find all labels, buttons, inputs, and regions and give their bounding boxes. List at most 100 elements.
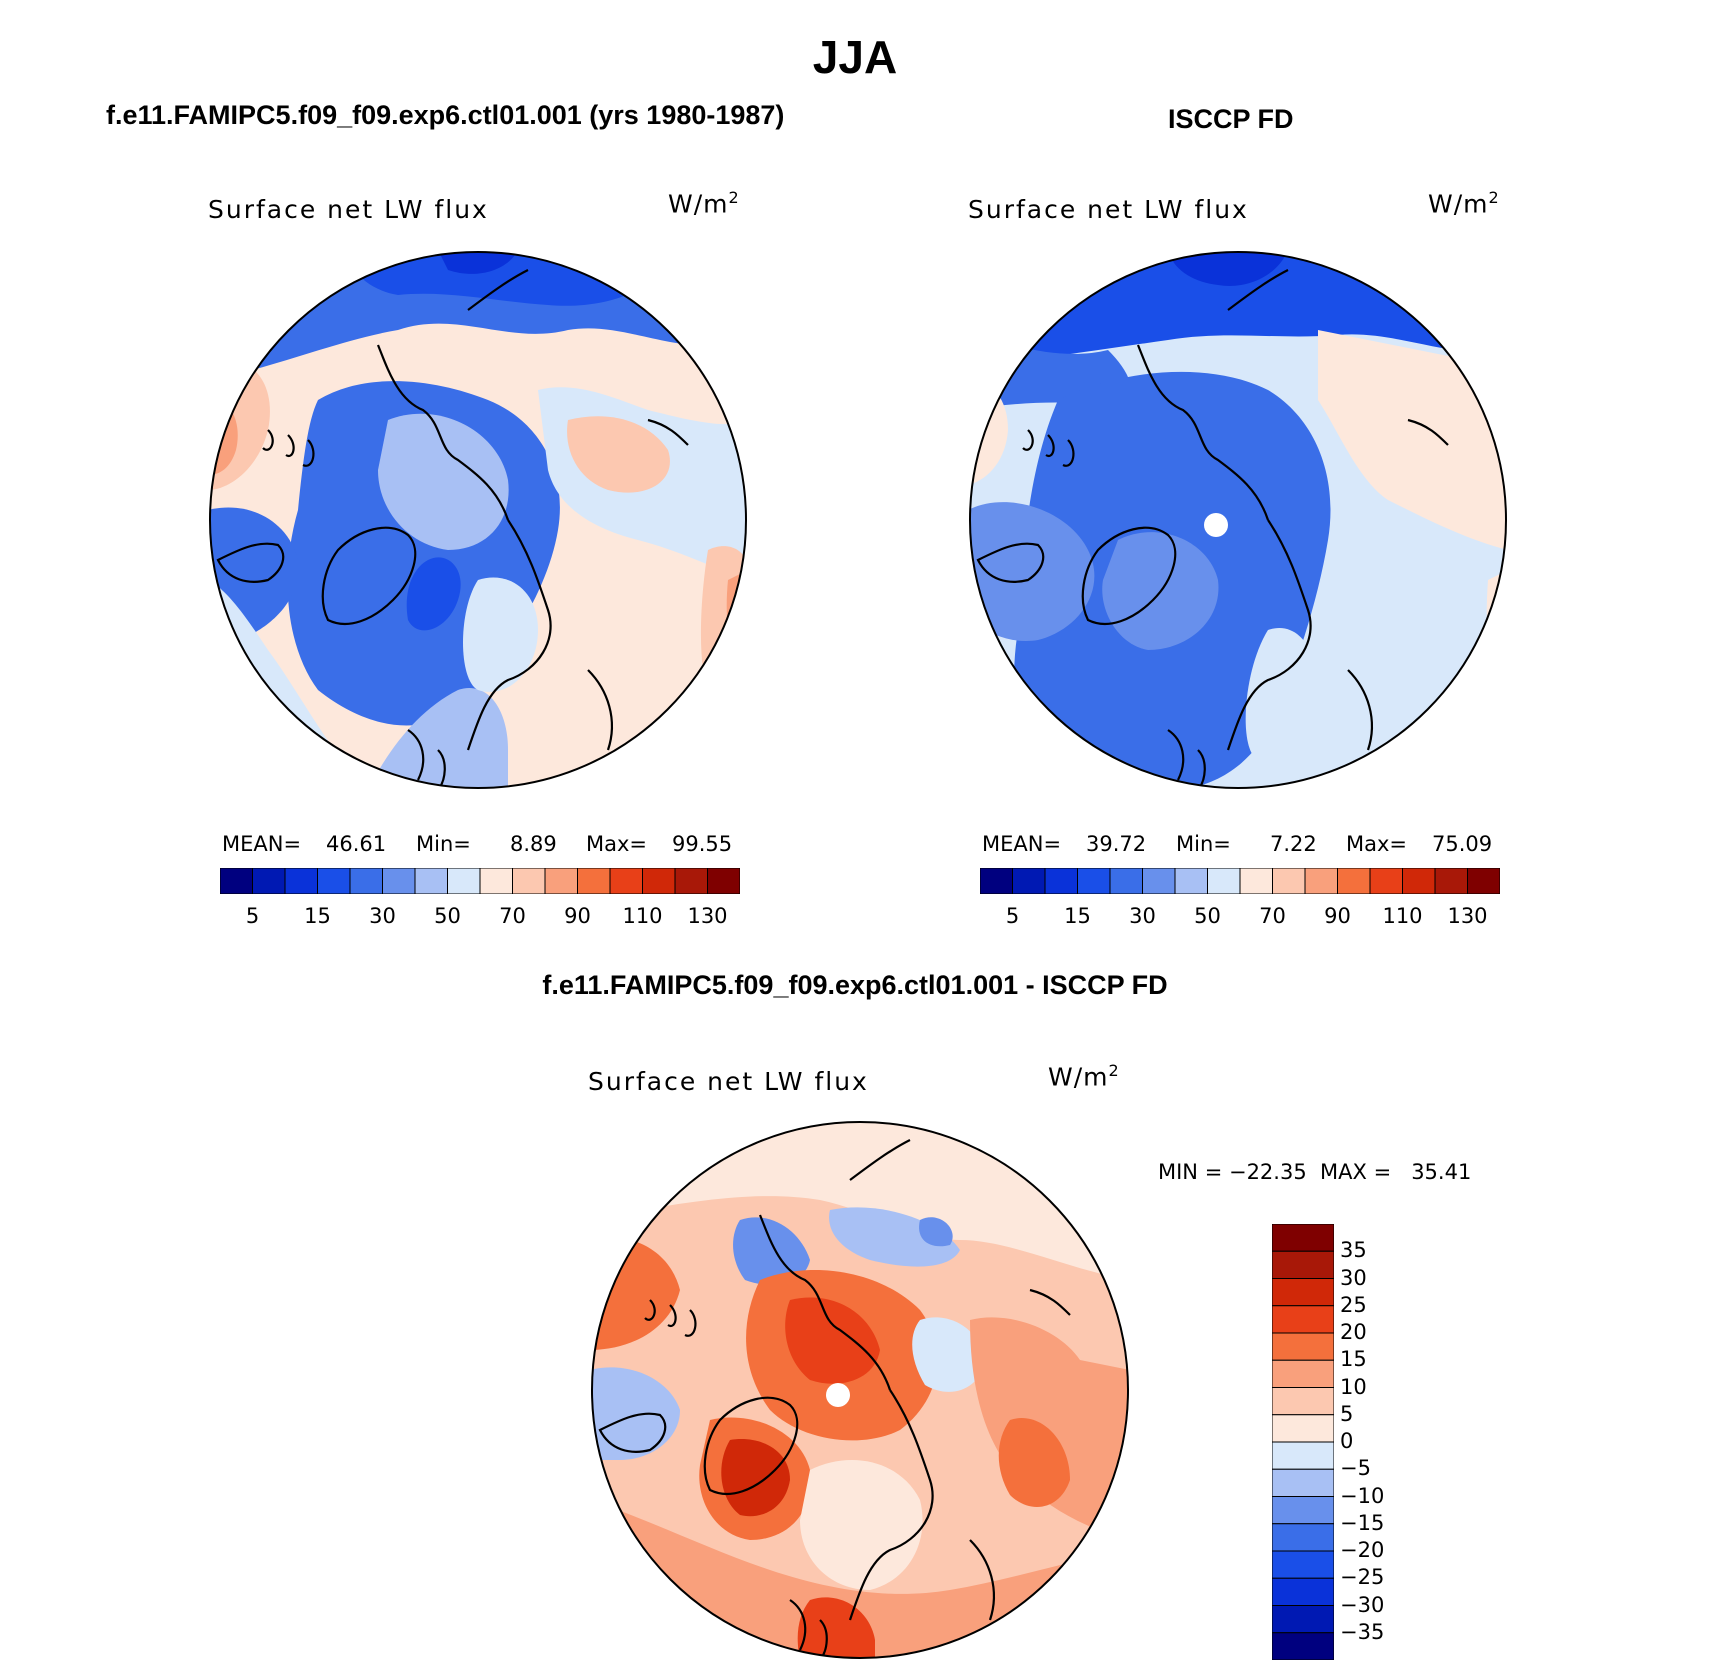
model-colorbar-box — [609, 868, 643, 894]
obs-colorbar-tick-label: 50 — [1194, 904, 1221, 928]
model-colorbar-box — [642, 868, 676, 894]
diff-colorbar-tick-label: 5 — [1340, 1401, 1354, 1426]
diff-colorbar-box — [1272, 1468, 1334, 1497]
model-colorbar-box — [447, 868, 481, 894]
model-colorbar-box — [414, 868, 448, 894]
obs-colorbar-box — [1272, 868, 1306, 894]
diff-colorbar-box — [1272, 1523, 1334, 1552]
main-title: JJA — [812, 31, 898, 83]
diff-colorbar-tick-label: 25 — [1340, 1292, 1367, 1317]
model-colorbar-box — [674, 868, 708, 894]
model-colorbar-tick-label: 30 — [369, 904, 396, 928]
obs-colorbar-tick-label: 30 — [1129, 904, 1156, 928]
diff-colorbar-tick-label: 0 — [1340, 1429, 1354, 1453]
obs-mean-value: 39.72 — [1086, 832, 1147, 856]
diff-polar-map — [591, 1121, 1129, 1659]
model-colorbar-labels: 5 15 30 50 70 90 110 130 — [220, 904, 740, 930]
diff-colorbar-box — [1272, 1359, 1334, 1388]
diff-colorbar-box — [1272, 1387, 1334, 1416]
obs-colorbar-box — [1174, 868, 1208, 894]
obs-colorbar-box — [1077, 868, 1111, 894]
diff-colorbar-box — [1272, 1605, 1334, 1634]
diff-colorbar-box — [1272, 1332, 1334, 1361]
obs-max-label: Max= — [1346, 832, 1408, 856]
model-units: W/m2 — [668, 188, 740, 219]
diff-colorbar-box — [1272, 1632, 1334, 1660]
diff-colorbar-box — [1272, 1224, 1334, 1252]
obs-min-label: Min= — [1176, 832, 1231, 856]
model-colorbar-tick-label: 110 — [622, 904, 663, 928]
diff-colorbar-box — [1272, 1441, 1334, 1470]
model-colorbar-box — [252, 868, 286, 894]
obs-colorbar — [980, 868, 1500, 894]
diff-colorbar-tick-label: 30 — [1340, 1265, 1367, 1290]
diff-case-title: f.e11.FAMIPC5.f09_f09.exp6.ctl01.001 - I… — [542, 970, 1168, 1000]
diff-colorbar-tick-label: −5 — [1340, 1456, 1371, 1481]
obs-colorbar-tick-label: 110 — [1382, 904, 1423, 928]
obs-case-title: ISCCP FD — [1168, 104, 1294, 134]
diff-colorbar-tick-label: 20 — [1340, 1320, 1367, 1344]
diff-plot-title: Surface net LW flux — [588, 1067, 869, 1096]
model-colorbar-box — [284, 868, 318, 894]
obs-polar-map — [969, 251, 1507, 789]
diff-colorbar-box — [1272, 1496, 1334, 1525]
diff-units: W/m2 — [1048, 1061, 1120, 1092]
obs-units: W/m2 — [1428, 188, 1500, 219]
obs-colorbar-box — [1239, 868, 1273, 894]
model-colorbar-box — [382, 868, 416, 894]
model-colorbar — [220, 868, 740, 894]
model-colorbar-tick-label: 70 — [499, 904, 526, 928]
obs-colorbar-box — [1337, 868, 1371, 894]
diff-colorbar-tick-label: −35 — [1340, 1619, 1385, 1644]
obs-colorbar-box — [1304, 868, 1338, 894]
model-colorbar-box — [317, 868, 351, 894]
obs-mean-label: MEAN= — [982, 832, 1062, 856]
obs-colorbar-tick-label: 130 — [1447, 904, 1488, 928]
diff-colorbar-box — [1272, 1250, 1334, 1279]
diff-colorbar-tick-label: 10 — [1340, 1374, 1367, 1399]
diff-colorbar-box — [1272, 1305, 1334, 1334]
model-colorbar-tick-label: 5 — [245, 904, 260, 928]
obs-colorbar-box — [1109, 868, 1143, 894]
model-min-label: Min= — [416, 832, 471, 856]
diff-colorbar-tick-label: −20 — [1340, 1538, 1385, 1562]
obs-colorbar-tick-label: 5 — [1005, 904, 1020, 928]
obs-colorbar-tick-label: 15 — [1064, 904, 1091, 928]
diff-colorbar-box — [1272, 1414, 1334, 1443]
diff-colorbar-tick-label: 15 — [1340, 1347, 1367, 1372]
model-max-value: 99.55 — [672, 832, 733, 856]
obs-colorbar-box — [1434, 868, 1468, 894]
diff-colorbar-tick-label: −15 — [1340, 1510, 1385, 1535]
model-case-title: f.e11.FAMIPC5.f09_f09.exp6.ctl01.001 (yr… — [106, 100, 785, 130]
model-colorbar-tick-label: 15 — [304, 904, 331, 928]
diff-colorbar-labels: 35 30 25 20 15 10 5 0 −5 −10 −15 −20 −25 −30 −35 — [1340, 1224, 1420, 1660]
model-colorbar-tick-label: 130 — [687, 904, 728, 928]
model-polar-map — [209, 251, 747, 789]
model-colorbar-tick-label: 50 — [434, 904, 461, 928]
diff-colorbar-tick-label: −10 — [1340, 1483, 1385, 1508]
model-colorbar-box — [479, 868, 513, 894]
model-mean-label: MEAN= — [222, 832, 302, 856]
model-colorbar-box — [220, 868, 253, 894]
model-colorbar-box — [577, 868, 611, 894]
diff-colorbar — [1272, 1224, 1334, 1660]
model-mean-value: 46.61 — [326, 832, 387, 856]
model-colorbar-tick-label: 90 — [564, 904, 591, 928]
model-colorbar-box — [707, 868, 740, 894]
model-max-label: Max= — [586, 832, 648, 856]
diff-minmax: MIN = −22.35 MAX = 35.41 — [1158, 1160, 1472, 1184]
diff-colorbar-tick-label: 35 — [1340, 1238, 1367, 1263]
obs-colorbar-box — [1369, 868, 1403, 894]
diff-colorbar-box — [1272, 1577, 1334, 1606]
obs-colorbar-box — [1012, 868, 1046, 894]
obs-colorbar-box — [980, 868, 1013, 894]
diff-colorbar-tick-label: −30 — [1340, 1592, 1385, 1617]
obs-colorbar-box — [1142, 868, 1176, 894]
obs-colorbar-box — [1044, 868, 1078, 894]
model-colorbar-box — [349, 868, 383, 894]
obs-max-value: 75.09 — [1432, 832, 1493, 856]
obs-colorbar-box — [1467, 868, 1500, 894]
model-plot-title: Surface net LW flux — [208, 195, 489, 224]
obs-plot-title: Surface net LW flux — [968, 195, 1249, 224]
obs-colorbar-box — [1207, 868, 1241, 894]
